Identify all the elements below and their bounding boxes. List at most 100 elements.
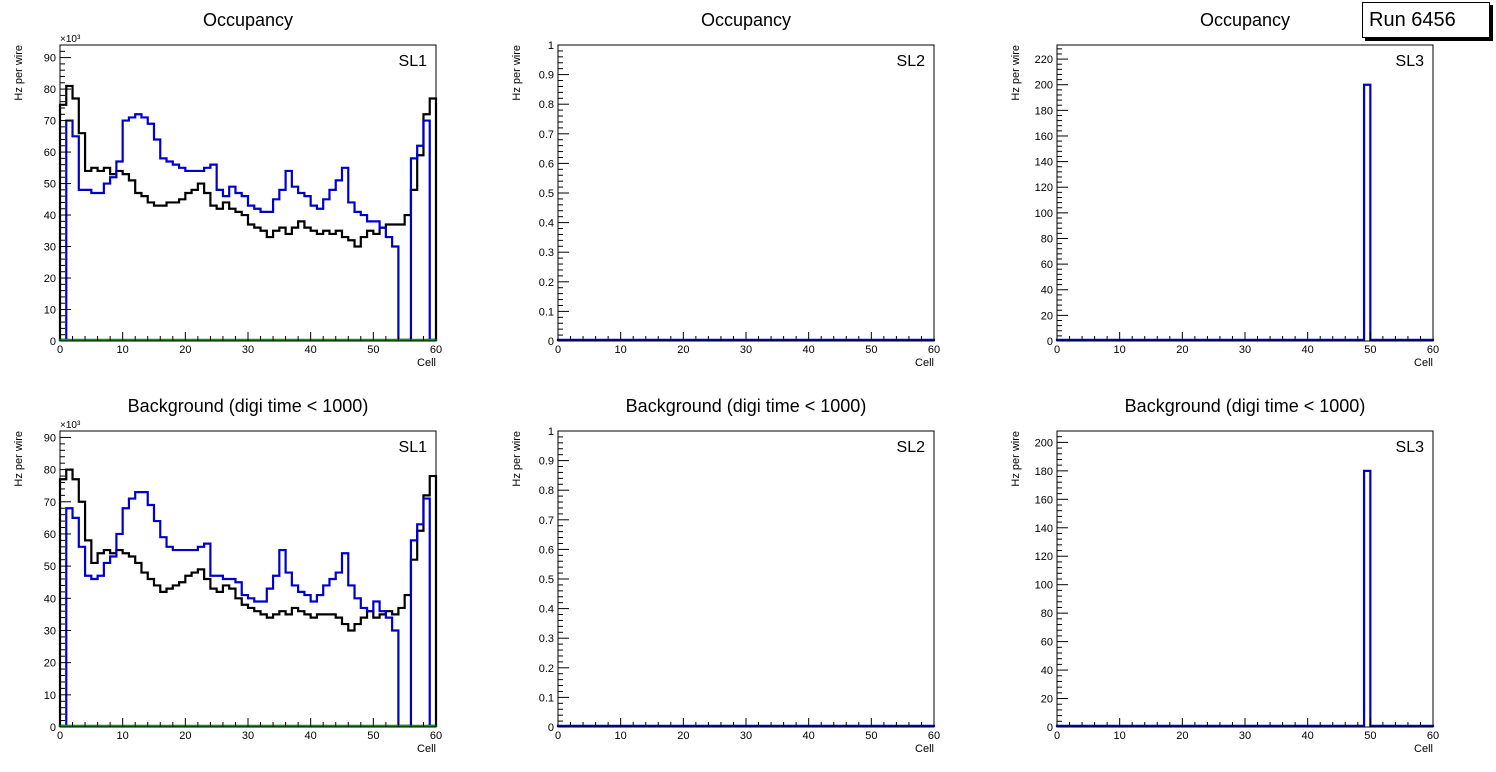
x-tick-label: 30: [1239, 730, 1251, 742]
x-tick-label: 20: [1176, 730, 1188, 742]
plot-frame: [1056, 44, 1434, 342]
y-tick-label: 0.2: [539, 663, 554, 675]
y-axis-title: Hz per wire: [511, 431, 523, 487]
x-tick-label: 10: [615, 730, 627, 742]
histogram-panel: Background (digi time < 1000) 0 10 20 30 40 50…: [13, 396, 442, 755]
y-tick-label: 80: [44, 84, 56, 96]
y-tick-label: 0.7: [539, 515, 554, 527]
panel-title: Background (digi time < 1000): [128, 396, 369, 416]
x-tick-label: 0: [1054, 730, 1060, 742]
y-tick-label: 60: [44, 147, 56, 159]
x-tick-label: 50: [865, 730, 877, 742]
x-tick-label: 40: [305, 344, 317, 356]
y-tick-label: 50: [44, 561, 56, 573]
x-tick-label: 40: [803, 344, 815, 356]
y-tick-label: 200: [1035, 80, 1053, 92]
y-tick-label: 50: [44, 179, 56, 191]
y-tick-label: 70: [44, 497, 56, 509]
y-tick-label: 0.7: [539, 129, 554, 141]
x-tick-label: 60: [430, 730, 442, 742]
y-tick-label: 220: [1035, 54, 1053, 66]
x-tick-label: 0: [555, 730, 561, 742]
x-tick-label: 10: [615, 344, 627, 356]
superlayer-label: SL2: [897, 439, 926, 456]
y-tick-label: 0.2: [539, 277, 554, 289]
y-exponent-label: ×10³: [60, 34, 81, 45]
x-axis-title: Cell: [1414, 357, 1433, 369]
x-axis-title: Cell: [417, 743, 436, 755]
histogram-series: [1055, 83, 1435, 341]
x-tick-label: 20: [1176, 344, 1188, 356]
x-tick-label: 10: [1114, 730, 1126, 742]
x-tick-label: 10: [1114, 344, 1126, 356]
x-tick-label: 60: [430, 344, 442, 356]
histogram-series: [1055, 469, 1435, 727]
y-tick-label: 40: [1041, 285, 1053, 297]
y-tick-label: 0.6: [539, 544, 554, 556]
y-tick-label: 40: [44, 593, 56, 605]
y-tick-label: 30: [44, 625, 56, 637]
x-axis-title: Cell: [417, 357, 436, 369]
y-tick-label: 60: [1041, 637, 1053, 649]
y-tick-label: 140: [1035, 523, 1053, 535]
histogram-series: [58, 113, 438, 341]
y-tick-label: 0.5: [539, 574, 554, 586]
x-tick-label: 40: [305, 730, 317, 742]
x-tick-label: 40: [1302, 344, 1314, 356]
histogram-series: [58, 84, 438, 341]
y-tick-label: 0: [1047, 336, 1053, 348]
x-tick-label: 60: [1427, 344, 1439, 356]
run-number-label: Run 6456: [1369, 9, 1456, 31]
x-axis-title: Cell: [915, 743, 934, 755]
histogram-series: [58, 468, 438, 727]
x-axis-title: Cell: [915, 357, 934, 369]
x-tick-label: 50: [865, 344, 877, 356]
y-tick-label: 0.5: [539, 188, 554, 200]
y-tick-label: 160: [1035, 494, 1053, 506]
x-tick-label: 0: [57, 344, 63, 356]
panel-title: Occupancy: [203, 10, 293, 30]
y-tick-label: 0.8: [539, 485, 554, 497]
histogram-panel: Occupancy 0 10 20 30 40 50 60 0 20 40 60 80 100 120 140…: [1010, 10, 1439, 369]
y-axis-title: Hz per wire: [1010, 431, 1022, 487]
y-tick-label: 160: [1035, 131, 1053, 143]
y-tick-label: 40: [1041, 665, 1053, 677]
y-tick-label: 0: [50, 336, 56, 348]
x-tick-label: 60: [1427, 730, 1439, 742]
y-tick-label: 80: [1041, 608, 1053, 620]
plot-frame: [557, 430, 935, 728]
y-tick-label: 80: [1041, 233, 1053, 245]
x-tick-label: 20: [179, 344, 191, 356]
y-tick-label: 60: [1041, 259, 1053, 271]
x-tick-label: 0: [1054, 344, 1060, 356]
y-tick-label: 30: [44, 242, 56, 254]
panel-title: Occupancy: [701, 10, 791, 30]
y-tick-label: 0: [1047, 722, 1053, 734]
x-tick-label: 60: [928, 730, 940, 742]
y-tick-label: 0.1: [539, 306, 554, 318]
x-tick-label: 20: [179, 730, 191, 742]
x-tick-label: 20: [677, 344, 689, 356]
superlayer-label: SL3: [1396, 53, 1425, 70]
y-tick-label: 100: [1035, 580, 1053, 592]
y-axis-title: Hz per wire: [511, 45, 523, 101]
y-tick-label: 90: [44, 53, 56, 65]
x-tick-label: 50: [1364, 344, 1376, 356]
y-tick-label: 0.8: [539, 99, 554, 111]
y-tick-label: 20: [44, 658, 56, 670]
y-tick-label: 200: [1035, 437, 1053, 449]
x-tick-label: 10: [117, 344, 129, 356]
x-tick-label: 60: [928, 344, 940, 356]
histogram-series: [58, 491, 438, 727]
histogram-panel: Background (digi time < 1000) 0 10 20 30 40 50…: [1010, 396, 1439, 755]
x-tick-label: 30: [242, 344, 254, 356]
y-tick-label: 180: [1035, 105, 1053, 117]
y-tick-label: 0.6: [539, 158, 554, 170]
x-tick-label: 10: [117, 730, 129, 742]
y-tick-label: 0.4: [539, 604, 554, 616]
y-tick-label: 1: [548, 426, 554, 438]
x-tick-label: 30: [740, 730, 752, 742]
superlayer-label: SL1: [399, 53, 428, 70]
superlayer-label: SL2: [897, 53, 926, 70]
y-tick-label: 1: [548, 40, 554, 52]
